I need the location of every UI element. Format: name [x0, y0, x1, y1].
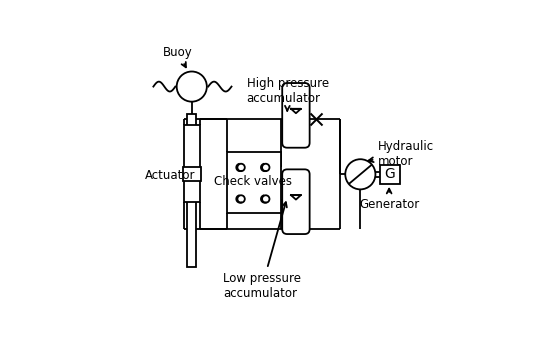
Text: Generator: Generator [359, 189, 419, 211]
Bar [184, 125, 200, 202]
Text: Check valves: Check valves [214, 175, 293, 188]
FancyBboxPatch shape [282, 169, 310, 234]
Text: Buoy: Buoy [163, 46, 193, 67]
FancyBboxPatch shape [282, 83, 310, 148]
Text: High pressure
accumulator: High pressure accumulator [247, 77, 329, 111]
Bar [183, 167, 201, 181]
Text: Actuator: Actuator [145, 169, 196, 182]
Text: Low pressure
accumulator: Low pressure accumulator [223, 202, 301, 300]
Text: Hydraulic
motor: Hydraulic motor [369, 140, 434, 168]
Text: G: G [385, 167, 395, 181]
Bar [187, 114, 196, 267]
Bar [380, 165, 400, 184]
Bar [227, 152, 281, 213]
